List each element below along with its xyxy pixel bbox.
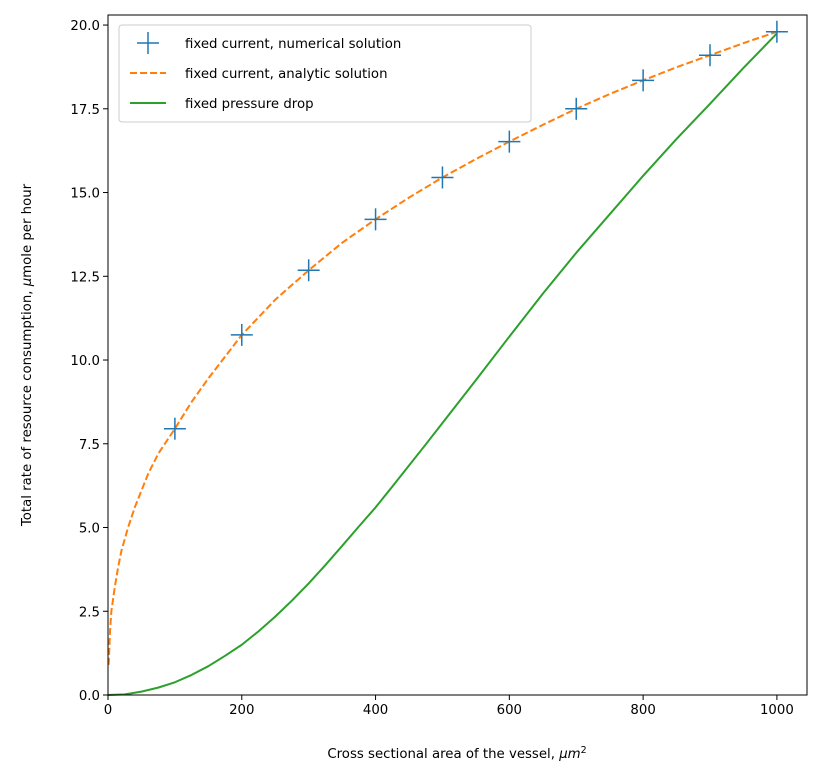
- plot-frame: [107, 14, 808, 696]
- analytic-solution-line: [107, 30, 778, 665]
- y-tick-label: 7.5: [79, 438, 100, 453]
- x-tick-label: 0: [104, 703, 112, 718]
- x-tick-label: 400: [363, 703, 388, 718]
- legend-label: fixed current, numerical solution: [185, 37, 401, 52]
- numerical-point: [364, 208, 387, 231]
- numerical-point: [498, 130, 521, 153]
- y-tick-label: 12.5: [70, 270, 100, 285]
- legend-label: fixed current, analytic solution: [185, 67, 388, 82]
- legend: fixed current, numerical solution fixed c…: [118, 24, 532, 123]
- legend-label: fixed pressure drop: [185, 97, 314, 112]
- numerical-point: [699, 44, 722, 67]
- y-tick-label: 5.0: [79, 522, 100, 537]
- numerical-point: [431, 166, 454, 189]
- x-tick-label: 1000: [760, 703, 794, 718]
- y-tick-label: 15.0: [70, 187, 100, 202]
- x-tick-label: 200: [229, 703, 254, 718]
- x-tick-label: 600: [497, 703, 522, 718]
- y-tick-label: 20.0: [70, 19, 100, 34]
- y-tick-label: 10.0: [70, 354, 100, 369]
- plot-area: [108, 15, 807, 695]
- y-ticks: 0.0 2.5 5.0 7.5 10.0 12.5 15.0 17.5 20.0: [70, 19, 108, 704]
- y-tick-label: 2.5: [79, 605, 100, 620]
- numerical-point: [765, 20, 788, 43]
- series-layer: [107, 20, 788, 696]
- numerical-point: [230, 323, 253, 346]
- x-axis-label: Cross sectional area of the vessel, μm2: [327, 745, 586, 763]
- legend-box: [118, 24, 532, 123]
- y-tick-label: 17.5: [70, 103, 100, 118]
- numerical-point: [163, 417, 186, 440]
- pressure-drop-line: [107, 32, 778, 696]
- numerical-point: [297, 259, 320, 282]
- numerical-point: [565, 97, 588, 120]
- y-axis-label: Total rate of resource consumption, μmol…: [20, 183, 35, 527]
- y-tick-label: 0.0: [79, 689, 100, 704]
- x-ticks: 0 200 400 600 800 1000: [104, 695, 794, 718]
- x-tick-label: 800: [630, 703, 655, 718]
- numerical-point: [632, 69, 655, 92]
